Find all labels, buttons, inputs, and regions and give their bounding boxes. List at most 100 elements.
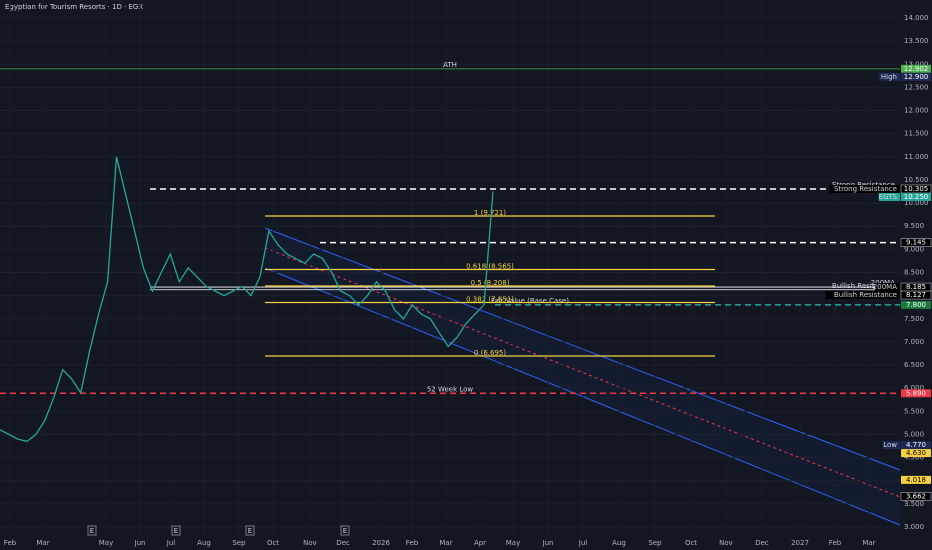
y-tick-label: 13.500	[904, 37, 929, 45]
event-label: E	[343, 527, 347, 535]
y-tick-label: 14.000	[904, 14, 929, 22]
y-tick-label: 7.000	[904, 338, 924, 346]
x-tick-label: Apr	[474, 539, 486, 547]
tag-name-box	[878, 72, 900, 81]
y-tick-label: 3.500	[904, 500, 924, 508]
x-tick-label: Jul	[578, 539, 588, 547]
level-label: 52 Week Low	[427, 385, 474, 393]
price-tag-label: 9.145	[906, 239, 926, 247]
level-label: Bullish Resistance	[832, 282, 895, 290]
y-tick-label: 5.000	[904, 430, 924, 438]
x-tick-label: Mar	[36, 539, 49, 547]
fib-label: 0 (6.695)	[474, 349, 506, 357]
tag-name: 200MA	[873, 283, 897, 291]
price-tag	[901, 449, 931, 458]
y-tick-label: 4.500	[904, 454, 924, 462]
price-tag-label: 12.900	[904, 73, 929, 81]
y-tick-label: 3.000	[904, 523, 924, 531]
tag-name-box	[875, 283, 900, 292]
y-tick-label: 5.500	[904, 407, 924, 415]
y-tick-label: 6.500	[904, 361, 924, 369]
event-label: E	[90, 527, 94, 535]
y-tick-label: 10.500	[904, 176, 929, 184]
price-tag	[900, 290, 932, 300]
x-tick-label: Feb	[829, 539, 842, 547]
x-tick-label: Oct	[685, 539, 697, 547]
tag-name-box	[878, 192, 900, 201]
y-tick-label: 8.500	[904, 269, 924, 277]
price-tag	[901, 300, 931, 309]
y-tick-label: 11.000	[904, 153, 929, 161]
price-tag-label: 5.890	[906, 389, 926, 397]
x-tick-label: Feb	[4, 539, 17, 547]
y-tick-label: 9.500	[904, 222, 924, 230]
x-tick-label: Oct	[267, 539, 279, 547]
event-marker	[245, 525, 255, 536]
tag-name-box	[829, 184, 900, 193]
fib-label: 0.618 (8.565)	[466, 262, 514, 270]
x-tick-label: Mar	[439, 539, 452, 547]
x-tick-label: Dec	[336, 539, 350, 547]
price-tag	[901, 192, 931, 201]
price-tag	[900, 492, 932, 501]
x-tick-label: Jul	[166, 539, 176, 547]
price-tag-label: 4.630	[906, 449, 926, 457]
tag-name: EGTS	[879, 193, 898, 201]
price-tag	[901, 389, 931, 398]
x-tick-label: Aug	[197, 539, 211, 547]
event-label: E	[248, 527, 252, 535]
x-tick-label: Sep	[648, 539, 662, 547]
level-label: Fair Value (Base Case)	[491, 297, 569, 305]
x-tick-label: Jun	[542, 539, 554, 547]
tag-name: High	[881, 73, 897, 81]
fib-label: 1 (9.721)	[474, 209, 506, 217]
price-tag	[901, 64, 931, 73]
price-tag-label: 12.902	[904, 65, 929, 73]
price-tag	[901, 72, 931, 81]
price-tag-label: 8.185	[906, 283, 926, 291]
tag-name: Low	[883, 441, 897, 449]
y-tick-label: 12.000	[904, 107, 929, 115]
y-tick-label: 6.000	[904, 384, 924, 392]
level-label: ATH	[443, 61, 457, 69]
x-tick-label: 2026	[372, 539, 390, 547]
x-tick-label: 2027	[791, 539, 809, 547]
price-tag	[900, 238, 932, 247]
price-tag-label: 4.018	[906, 476, 926, 484]
tag-name: Strong Resistance	[834, 185, 897, 193]
x-tick-label: May	[506, 539, 520, 547]
event-label: E	[174, 527, 178, 535]
x-tick-label: Sep	[232, 539, 246, 547]
event-marker	[87, 525, 97, 536]
fib-label: 0.382 (7.851)	[466, 296, 514, 304]
x-tick-label: Mar	[862, 539, 875, 547]
x-tick-label: Aug	[612, 539, 626, 547]
price-tag	[901, 475, 931, 484]
tag-name-box	[825, 291, 900, 300]
price-tag-label: 7.800	[906, 301, 926, 309]
x-tick-label: Dec	[755, 539, 769, 547]
y-tick-label: 11.500	[904, 130, 929, 138]
x-tick-label: May	[99, 539, 113, 547]
x-tick-label: Nov	[303, 539, 317, 547]
tag-name: Bullish Resistance	[834, 291, 897, 299]
x-tick-label: Nov	[719, 539, 733, 547]
price-tag	[901, 441, 931, 450]
x-tick-label: Feb	[406, 539, 419, 547]
event-marker	[340, 525, 350, 536]
y-tick-label: 9.000	[904, 245, 924, 253]
price-tag-label: 8.127	[906, 291, 926, 299]
price-tag-label: 10.305	[904, 185, 929, 193]
y-tick-label: 7.500	[904, 315, 924, 323]
fib-label: 0.5 (8.208)	[471, 279, 510, 287]
price-tag-label: 3.662	[906, 492, 926, 500]
x-tick-label: Jun	[134, 539, 146, 547]
tag-name-box	[882, 441, 900, 450]
price-tag-label: 10.250	[904, 193, 929, 201]
y-tick-label: 13.000	[904, 60, 929, 68]
y-tick-label: 10.000	[904, 199, 929, 207]
y-tick-label: 12.500	[904, 83, 929, 91]
chart-title: Egyptian for Tourism Resorts · 1D · EGX	[5, 3, 143, 11]
